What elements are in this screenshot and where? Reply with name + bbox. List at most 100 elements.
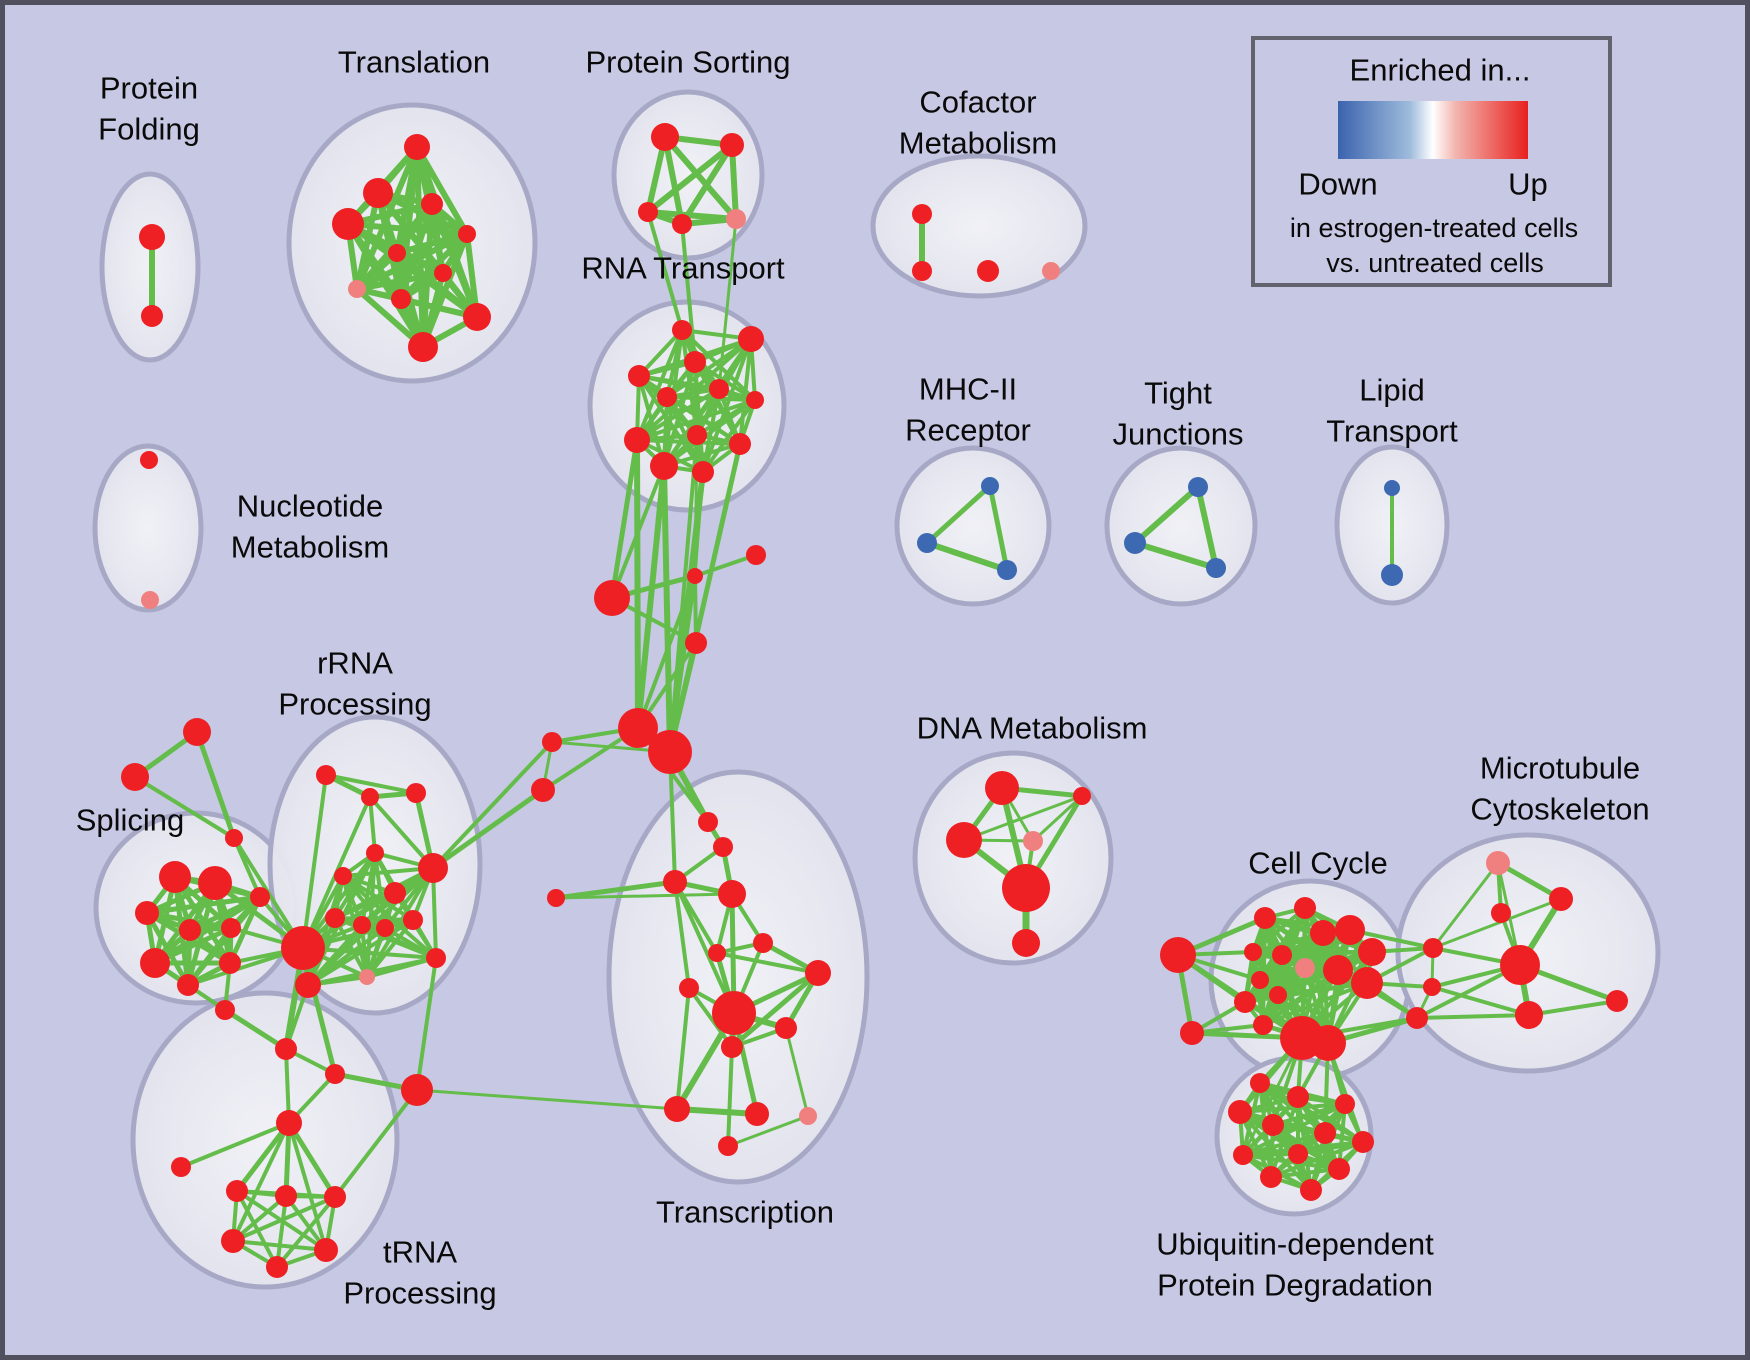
gene-set-up-node — [353, 916, 371, 934]
gene-set-up-node — [139, 224, 165, 250]
gene-set-up-node — [664, 1096, 690, 1122]
enrichment-edge — [1132, 540, 1219, 571]
gene-set-up-node — [692, 461, 714, 483]
gene-set-up-node — [384, 882, 406, 904]
gene-set-up-node — [679, 978, 699, 998]
gene-set-up-node — [266, 1256, 288, 1278]
legend-title: Enriched in... — [1350, 53, 1531, 88]
enrichment-edge — [924, 540, 1010, 573]
gene-set-up-node — [746, 545, 766, 565]
gene-set-up-node — [363, 178, 393, 208]
gene-set-up-node — [1262, 1114, 1284, 1136]
gene-set-weak-up-node — [1295, 958, 1315, 978]
gene-set-up-node — [1287, 1086, 1309, 1108]
enrichment-edge — [324, 773, 418, 795]
gene-set-up-node — [687, 568, 703, 584]
gene-set-up-node — [426, 948, 446, 968]
gene-set-up-node — [805, 960, 831, 986]
gene-set-up-node — [316, 765, 336, 785]
gene-set-up-node — [746, 391, 764, 409]
gene-set-up-node — [912, 204, 932, 224]
enrichment-edge — [693, 470, 705, 578]
gene-set-up-node — [684, 351, 706, 373]
enrichment-edge — [636, 574, 697, 730]
cluster-ellipse-mhc-ii-receptor — [894, 445, 1052, 607]
gene-set-up-node — [140, 948, 170, 978]
enrichment-edge — [634, 437, 641, 731]
cluster-label-translation: Translation — [338, 45, 490, 80]
legend-up-label: Up — [1508, 167, 1548, 202]
gene-set-up-node — [1310, 1025, 1346, 1061]
gene-set-up-node — [698, 812, 718, 832]
enrichment-edge — [1415, 1013, 1531, 1020]
gene-set-up-node — [1250, 1073, 1270, 1093]
enrichment-edge — [665, 395, 757, 402]
gene-set-up-node — [1180, 1021, 1204, 1045]
enrichment-edge — [687, 986, 734, 1049]
enrichment-edge — [635, 398, 757, 442]
gene-set-up-node — [718, 880, 746, 908]
enrichment-edge — [738, 337, 753, 446]
gene-set-up-node — [651, 123, 679, 151]
cluster-label-nucleotide-metabolism: Nucleotide — [237, 489, 383, 524]
enrichment-edge — [286, 1120, 338, 1200]
enrichment-edge — [430, 787, 546, 871]
enrichment-edge — [784, 1026, 810, 1118]
gene-set-up-node — [1606, 990, 1628, 1012]
gene-set-up-node — [657, 387, 677, 407]
cluster-label-rna-transport: RNA Transport — [581, 251, 785, 286]
enrichment-edge — [368, 795, 435, 870]
gene-set-up-node — [325, 908, 345, 928]
enrichment-edge — [1431, 897, 1563, 950]
gene-set-down-node — [997, 560, 1017, 580]
gene-set-up-node — [1269, 986, 1287, 1004]
gene-set-up-node — [687, 425, 707, 445]
gene-set-weak-up-node — [348, 280, 366, 298]
gene-set-weak-up-node — [1486, 851, 1510, 875]
gene-set-up-node — [421, 193, 443, 215]
cluster-label-lipid-transport: Transport — [1326, 414, 1458, 449]
cluster-label-ubiquitin-dependent-protein-degradation: Ubiquitin-dependent — [1156, 1227, 1434, 1262]
gene-set-up-node — [406, 783, 426, 803]
enrichment-edge — [194, 729, 237, 841]
cluster-label-protein-sorting: Protein Sorting — [585, 45, 790, 80]
enrichment-edge — [665, 395, 742, 446]
cluster-ellipse-dna-metabolism — [912, 750, 1114, 966]
gene-set-up-node — [624, 427, 650, 453]
cluster-label-cell-cycle: Cell Cycle — [1248, 846, 1388, 881]
cluster-label-mhc-ii-receptor: MHC-II — [919, 372, 1017, 407]
gene-set-up-node — [219, 952, 241, 974]
gene-set-down-node — [1381, 564, 1403, 586]
gene-set-up-node — [198, 866, 232, 900]
enrichment-edge — [1251, 906, 1307, 954]
enrichment-edge — [726, 1045, 734, 1148]
enrichment-edge — [729, 142, 739, 222]
enrichment-edge — [414, 144, 470, 237]
enrichment-edge — [1527, 999, 1619, 1017]
cluster-label-trna-processing: tRNA — [383, 1235, 457, 1270]
gene-set-up-node — [1260, 1166, 1282, 1188]
gene-set-up-node — [1423, 978, 1441, 996]
gene-set-up-node — [1515, 1001, 1543, 1029]
gene-set-up-node — [332, 208, 364, 240]
gene-set-up-node — [135, 901, 159, 925]
gene-set-up-node — [718, 1136, 738, 1156]
cluster-label-tight-junctions: Junctions — [1113, 417, 1244, 452]
gene-set-up-node — [1234, 991, 1256, 1013]
enrichment-edge — [679, 142, 735, 227]
enrichment-edge — [368, 795, 377, 855]
gene-set-up-node — [663, 870, 687, 894]
enrichment-edge — [674, 1106, 760, 1117]
cluster-ellipse-cofactor-metabolism — [870, 153, 1088, 299]
cluster-label-protein-folding: Protein — [100, 71, 198, 106]
enrichment-edge — [662, 398, 757, 468]
enrichment-edge — [415, 956, 438, 1092]
gene-set-up-node — [594, 580, 630, 616]
gene-set-up-node — [745, 1102, 769, 1126]
enrichment-edge — [222, 1007, 289, 1052]
gene-set-up-node — [1406, 1007, 1428, 1029]
gene-set-down-node — [1206, 558, 1226, 578]
enrichment-edge — [693, 553, 758, 578]
